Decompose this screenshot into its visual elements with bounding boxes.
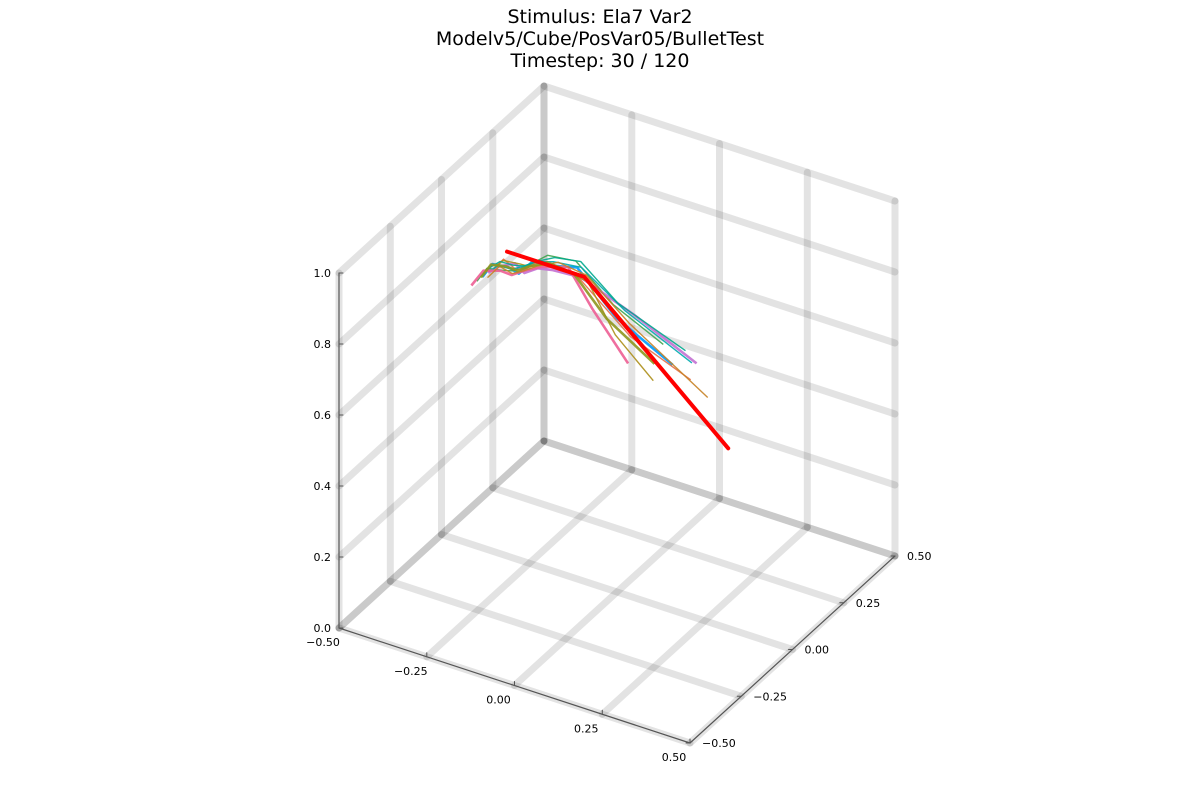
chart-title: Stimulus: Ela7 Var2 Modelv5/Cube/PosVar0… (0, 6, 1200, 72)
gridline-floor-y-3 (489, 484, 848, 607)
gridline-backwall-z-1 (540, 366, 899, 489)
z-tick-label: 0.6 (314, 409, 332, 422)
gridline-floor-y-4 (540, 437, 899, 560)
z-tick-label: 0.2 (314, 551, 332, 564)
series-layer (470, 254, 709, 399)
y-tick-label: 0.25 (856, 597, 881, 610)
y-tick-label: 0.50 (907, 550, 932, 563)
y-tick-label: 0.00 (805, 644, 830, 657)
gridline-sidewall-z-1 (335, 366, 548, 561)
z-tick-label: 0.4 (314, 480, 332, 493)
gridline-backwall-z-3 (540, 224, 899, 347)
x-tick-label: 0.25 (574, 722, 599, 735)
highlight-series-line (505, 249, 731, 451)
x-tick-label: −0.50 (306, 636, 340, 649)
y-tick-label: −0.50 (702, 737, 736, 750)
x-tick-label: −0.25 (394, 665, 428, 678)
gridline-backwall-z-0 (540, 437, 899, 560)
title-line-timestep: Timestep: 30 / 120 (510, 50, 690, 72)
gridline-sidewall-z-5 (335, 82, 548, 277)
series-line-7 (487, 261, 709, 399)
gridline-backwall-z-4 (540, 153, 899, 276)
gridline-floor-x-0 (335, 437, 548, 632)
gridline-floor-y-1 (386, 577, 745, 700)
gridline-backwall-z-2 (540, 295, 899, 418)
gridline-floor-x-2 (511, 495, 723, 689)
grid-layer (335, 82, 899, 747)
highlight-layer (505, 249, 731, 451)
gridline-sidewall-z-2 (335, 295, 548, 490)
gridline-floor-x-3 (598, 523, 811, 718)
gridline-sidewall-z-4 (335, 153, 548, 348)
gridline-floor-x-1 (423, 466, 636, 661)
axis-layer (338, 272, 896, 744)
title-line-stimulus: Stimulus: Ela7 Var2 (507, 6, 693, 28)
gridline-sidewall-z-3 (335, 224, 548, 419)
tick-layer: −0.50 −0.25 0.00 0.25 0.50 −0.50 −0.25 0.00 0.25… (306, 267, 931, 764)
gridline-backwall-z-5 (540, 82, 899, 205)
gridline-floor-y-2 (438, 531, 796, 653)
title-line-model-path: Modelv5/Cube/PosVar05/BulletTest (435, 28, 765, 50)
z-tick-label: 0.8 (314, 338, 332, 351)
z-tick-label: 0.0 (314, 622, 332, 635)
y-tick-label: −0.25 (753, 690, 787, 703)
series-line-9 (479, 261, 656, 365)
gridline-sidewall-z-0 (335, 437, 548, 632)
x-tick-label: 0.50 (662, 751, 687, 764)
x-tick-label: 0.00 (486, 694, 511, 707)
z-tick-label: 1.0 (314, 267, 332, 280)
